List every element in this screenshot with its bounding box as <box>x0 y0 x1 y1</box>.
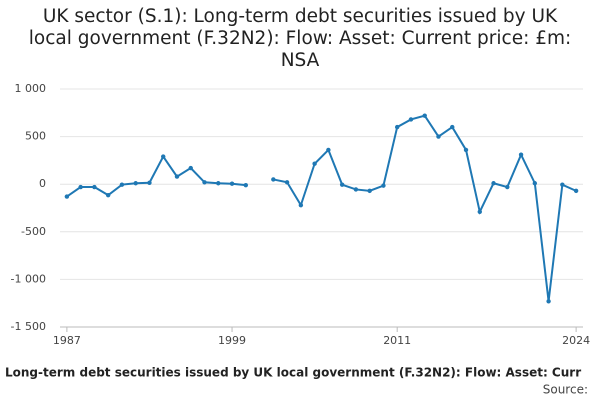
data-point <box>64 194 70 199</box>
data-point <box>353 187 359 192</box>
data-point <box>573 188 579 194</box>
x-tick-label: 1999 <box>218 334 246 347</box>
x-tick-label: 2011 <box>383 334 411 347</box>
data-point <box>92 184 97 190</box>
chart-title: UK sector (S.1): Long-term debt securiti… <box>28 6 572 71</box>
data-point <box>284 180 290 185</box>
y-tick-label: -1 000 <box>11 272 46 285</box>
data-point <box>188 165 193 171</box>
y-tick-label: -500 <box>21 225 46 238</box>
data-point <box>243 182 249 188</box>
data-point <box>450 124 455 130</box>
data-point <box>105 192 111 198</box>
data-point <box>367 188 372 194</box>
data-point <box>147 180 152 185</box>
data-point <box>119 182 125 187</box>
data-point <box>229 181 235 186</box>
y-tick-label: -1 500 <box>11 320 46 333</box>
data-point <box>436 134 441 139</box>
data-point <box>546 299 551 304</box>
data-point <box>518 152 524 157</box>
data-point <box>298 202 304 208</box>
data-point <box>133 181 138 186</box>
data-point <box>394 124 400 130</box>
data-point <box>326 147 331 153</box>
y-tick-label: 500 <box>25 130 46 143</box>
data-point <box>422 113 427 118</box>
y-tick-label: 0 <box>39 177 46 190</box>
data-point <box>216 181 221 186</box>
caption: Long-term debt securities issued by UK l… <box>5 366 581 380</box>
x-tick-label: 2024 <box>562 334 590 347</box>
data-point <box>381 183 386 188</box>
data-point <box>174 174 180 179</box>
source: Source: <box>543 383 588 397</box>
data-point <box>532 181 538 186</box>
data-point <box>408 117 414 122</box>
data-point <box>463 147 469 153</box>
data-point <box>78 184 83 190</box>
data-point <box>477 209 482 215</box>
data-point <box>312 161 317 166</box>
data-point <box>339 182 345 187</box>
x-tick-label: 1987 <box>53 334 81 347</box>
data-point <box>202 180 207 185</box>
y-tick-label: 1 000 <box>15 82 47 95</box>
data-point <box>271 177 276 182</box>
data-point <box>491 181 496 186</box>
data-point <box>505 184 510 190</box>
data-line <box>66 114 577 302</box>
data-point <box>161 154 166 159</box>
data-point <box>560 182 565 187</box>
